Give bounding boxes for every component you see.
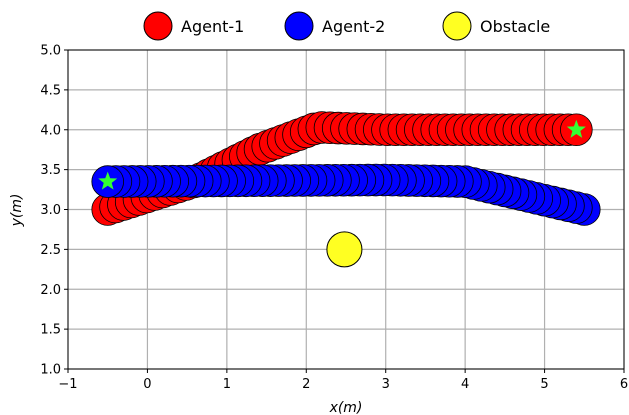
x-tick-label: 6 <box>620 377 628 392</box>
x-axis-label: x(m) <box>329 400 363 415</box>
y-tick-label: 1.5 <box>40 323 61 338</box>
x-tick-label: 1 <box>223 377 231 392</box>
axis-ticks: −1 0 1 2 3 4 5 6 1.0 1.5 2.0 2.5 3.0 3.5 4.0 4.5 5.0 <box>40 44 628 393</box>
y-tick-label: 2.0 <box>40 283 61 298</box>
x-tick-label: 3 <box>382 377 390 392</box>
y-tick-label: 4.5 <box>40 83 61 98</box>
y-tick-label: 4.0 <box>40 123 61 138</box>
y-axis-label: y(m) <box>9 194 25 228</box>
y-tick-label: 2.5 <box>40 243 61 258</box>
agent-trajectories <box>91 111 601 268</box>
y-tick-label: 3.5 <box>40 163 61 178</box>
agent-1-goal-star-icon <box>566 119 586 138</box>
legend-label-agent-1: Agent-1 <box>181 17 244 36</box>
x-tick-label: 2 <box>302 377 310 392</box>
obstacle-circle <box>326 231 363 268</box>
legend-marker-agent-1 <box>143 11 173 41</box>
x-tick-label: −1 <box>58 377 77 392</box>
x-tick-label: 5 <box>540 377 548 392</box>
y-tick-label: 1.0 <box>40 363 61 378</box>
legend-label-obstacle: Obstacle <box>480 17 550 36</box>
legend-marker-obstacle <box>442 11 472 41</box>
y-tick-label: 3.0 <box>40 203 61 218</box>
agent-2-goal-star-icon <box>98 171 118 190</box>
legend-label-agent-2: Agent-2 <box>322 17 385 36</box>
x-tick-label: 4 <box>461 377 469 392</box>
y-tick-label: 5.0 <box>40 44 61 59</box>
legend-marker-agent-2 <box>284 11 314 41</box>
x-tick-label: 0 <box>143 377 151 392</box>
legend: Agent-1 Agent-2 Obstacle <box>143 11 550 41</box>
